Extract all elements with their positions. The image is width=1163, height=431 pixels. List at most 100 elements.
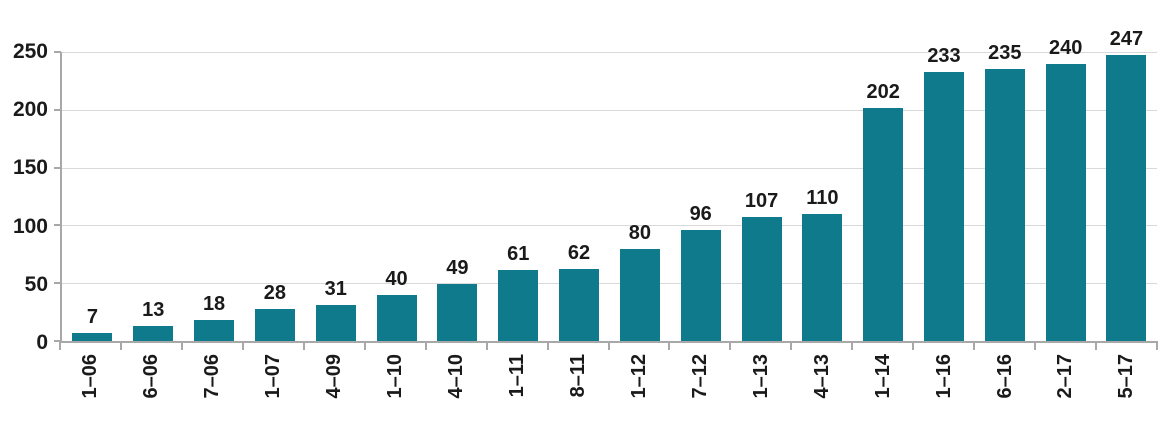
x-label-slot: 1–11 — [487, 354, 548, 399]
bar-value-label: 31 — [324, 278, 347, 301]
y-axis-tick-mark — [54, 108, 61, 111]
bar-slot: 233 — [914, 46, 975, 341]
gridline — [62, 52, 1157, 53]
gridline — [62, 225, 1157, 227]
x-axis-tick-mark — [668, 341, 671, 350]
x-axis-tick-mark — [729, 341, 732, 350]
x-axis-tick-label: 4–09 — [323, 354, 346, 399]
bar — [559, 269, 600, 341]
bar-value-label: 40 — [385, 267, 408, 290]
y-axis-tick-label: 50 — [24, 272, 48, 296]
bar-value-label: 235 — [988, 42, 1022, 65]
bar-slot: 62 — [549, 52, 610, 341]
x-axis-tick-label: 1–10 — [384, 354, 407, 399]
bar-slot: 28 — [244, 52, 305, 341]
x-axis-tick-mark — [424, 341, 427, 350]
bar-slot: 247 — [1096, 29, 1157, 341]
x-axis-tick-label: 1–13 — [749, 354, 772, 399]
x-label-slot: 4–13 — [791, 354, 852, 399]
bar-value-label: 49 — [446, 257, 469, 280]
gridline — [62, 167, 1157, 169]
x-axis-ticks — [59, 341, 1158, 350]
y-axis-tick-mark — [54, 51, 61, 53]
bar-value-label: 110 — [806, 186, 839, 209]
x-axis-tick-label: 1–06 — [79, 354, 102, 399]
x-axis-tick-mark — [59, 341, 61, 350]
x-axis-tick-label: 2–17 — [1054, 354, 1077, 399]
x-axis-tick-mark — [1095, 341, 1098, 350]
x-label-slot: 8–11 — [548, 354, 609, 399]
bar-slot: 49 — [427, 52, 488, 341]
x-axis-tick-mark — [1034, 341, 1037, 350]
x-axis-tick-mark — [912, 341, 915, 350]
bar-value-label: 96 — [689, 203, 712, 226]
gridline — [62, 109, 1157, 111]
x-axis-tick-label: 1–12 — [627, 354, 650, 399]
x-axis-tick-mark — [973, 341, 976, 350]
bar-slot: 18 — [184, 52, 245, 341]
bar-slot: 13 — [123, 52, 184, 341]
x-axis-tick-mark — [363, 341, 366, 350]
y-axis-tick-label: 100 — [12, 214, 48, 238]
bar-slot: 40 — [366, 52, 427, 341]
bar — [680, 230, 721, 341]
x-axis-tick-mark — [1156, 341, 1158, 350]
bar — [498, 270, 539, 341]
y-axis-tick-label: 250 — [12, 40, 48, 63]
x-label-slot: 1–07 — [243, 354, 304, 399]
bar-slot: 96 — [670, 52, 731, 341]
bar — [437, 284, 478, 341]
x-label-slot: 1–10 — [365, 354, 426, 399]
x-axis-tick-label: 4–13 — [810, 354, 833, 399]
x-axis-tick-label: 6–06 — [140, 354, 163, 399]
bar-slot: 107 — [731, 52, 792, 341]
x-axis-tick-label: 5–17 — [1115, 354, 1138, 399]
bar-slot: 80 — [609, 52, 670, 341]
x-axis-tick-mark — [790, 341, 793, 350]
bar-value-label: 247 — [1109, 28, 1144, 51]
x-axis-tick-label: 6–16 — [993, 354, 1016, 399]
bar-slot: 7 — [62, 52, 123, 341]
bar — [619, 248, 660, 341]
x-label-slot: 1–06 — [60, 354, 121, 399]
x-axis-tick-mark — [607, 341, 610, 350]
bar — [315, 305, 356, 341]
x-axis-tick-mark — [485, 341, 488, 350]
x-axis-tick-label: 1–16 — [932, 354, 955, 399]
bar-value-label: 13 — [142, 298, 165, 321]
x-axis-tick-label: 7–12 — [688, 354, 711, 399]
bar-value-label: 233 — [927, 44, 961, 67]
y-axis-tick-label: 200 — [12, 98, 48, 122]
bar — [1106, 55, 1147, 341]
y-axis-tick-label: 0 — [36, 331, 48, 354]
bar — [72, 332, 113, 341]
x-label-slot: 1–14 — [852, 354, 913, 399]
bar — [802, 213, 843, 341]
bar-slot: 31 — [305, 52, 366, 341]
x-label-slot: 1–16 — [913, 354, 974, 399]
x-axis-tick-mark — [546, 341, 549, 350]
bars-container: 7 13 18 28 31 40 49 61 62 80 96 107 110 202 233 235 240 2… — [62, 29, 1157, 341]
x-label-slot: 4–10 — [426, 354, 487, 399]
x-axis-labels: 1–06 6–06 7–06 1–07 4–09 1–10 4–10 1–11 8–11 1–12… — [60, 354, 1157, 399]
bar-slot: 235 — [974, 43, 1035, 341]
bar-slot: 110 — [792, 52, 853, 341]
y-axis-tick-mark — [54, 224, 61, 227]
x-axis-tick-mark — [241, 341, 244, 350]
bar — [1045, 63, 1086, 341]
x-label-slot: 6–06 — [121, 354, 182, 399]
bar-slot: 61 — [488, 52, 549, 341]
bar — [924, 71, 964, 341]
y-axis-tick-mark — [54, 282, 61, 285]
bar-slot: 202 — [853, 52, 914, 341]
bar-value-label: 202 — [866, 80, 900, 103]
bar-value-label: 80 — [628, 221, 651, 244]
bar-value-label: 107 — [744, 190, 779, 213]
x-axis-tick-label: 1–14 — [871, 354, 894, 399]
y-axis-tick-mark — [54, 340, 61, 342]
bar — [863, 107, 904, 341]
bar — [741, 217, 782, 341]
bar-value-label: 61 — [507, 243, 530, 266]
bar-value-label: 7 — [86, 305, 98, 328]
x-axis-tick-label: 1–11 — [506, 354, 529, 398]
